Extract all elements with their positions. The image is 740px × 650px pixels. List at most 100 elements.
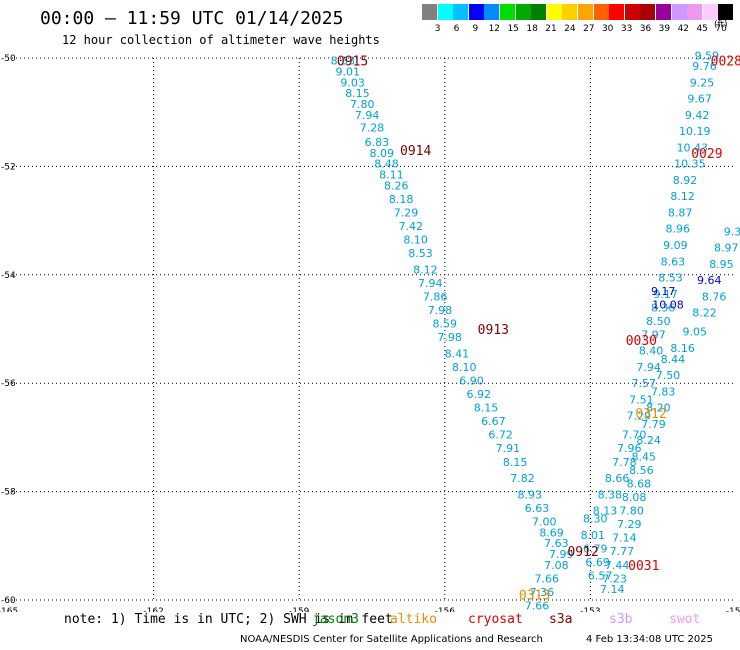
legend-tick-label: 6 [453, 24, 460, 34]
wave-height-plot: -165 -162 -159 -156 -153 -150 -50 -52 -54 -56 -58 -… [0, 49, 740, 612]
legend-swatch [578, 4, 593, 20]
legend-tick-label: 45 [696, 24, 708, 34]
wave-height-value: 7.78 [612, 456, 637, 469]
legend-tick-label: 12 [488, 24, 501, 34]
wave-height-value: 7.94 [636, 361, 661, 374]
credit-line: NOAA/NESDIS Center for Satellite Applica… [240, 634, 543, 645]
wave-height-value: 8.15 [474, 402, 499, 415]
pass-labels: 0915 0914 0913 0912 0028 0029 0030 0031 0312 0313 [337, 55, 740, 604]
legend-swatch [609, 4, 625, 20]
wave-height-value: 6.79 [583, 543, 608, 556]
wave-height-value: 6.69 [585, 556, 610, 569]
legend-tick-label: 15 [507, 24, 519, 34]
wave-height-value: 7.50 [656, 369, 681, 382]
x-tick-label: -153 [580, 607, 600, 612]
wave-height-value: 6.83 [365, 136, 390, 149]
wave-height-value: 7.70 [622, 429, 647, 442]
legend-swatch [562, 4, 578, 20]
data-points: 8.339.019.038.157.807.947.286.838.098.48… [331, 49, 740, 612]
legend-tick-label: 3 [434, 24, 441, 34]
wave-height-value: 8.66 [605, 472, 630, 485]
wave-height-value: 9.05 [682, 326, 707, 339]
axis-ticks: -165 -162 -159 -156 -153 -150 -50 -52 -54 -56 -58 -… [0, 54, 740, 612]
legend-tick-label: 33 [620, 24, 633, 34]
wave-height-value: 8.87 [668, 206, 693, 219]
wave-height-value: 8.45 [632, 450, 657, 463]
wave-height-value: 7.23 [602, 572, 627, 585]
wave-height-value: 8.10 [403, 234, 428, 247]
wave-height-value: 8.10 [452, 361, 477, 374]
wave-height-value: 9.59 [695, 49, 720, 62]
wave-height-value: 8.26 [384, 179, 409, 192]
wave-height-value: 8.01 [581, 529, 606, 542]
wave-height-value: 8.40 [639, 345, 664, 358]
wave-height-value: 7.14 [600, 583, 625, 596]
legend-swatch [702, 4, 718, 20]
wave-height-value: 8.36 [651, 301, 676, 314]
wave-height-value: 7.98 [428, 304, 453, 317]
wave-height-value: 8.63 [661, 255, 686, 268]
satellite-label: altiko [390, 612, 437, 627]
wave-height-value: 7.96 [617, 442, 642, 455]
wave-height-value: 8.12 [670, 190, 695, 203]
wave-height-value: 8.20 [646, 402, 671, 415]
wave-height-value: 9.42 [685, 109, 710, 122]
wave-height-value: 8.41 [445, 347, 470, 360]
y-tick-label: -52 [1, 162, 16, 172]
wave-height-value: 9.17 [653, 288, 678, 301]
pass-time-label: 0312 [635, 407, 666, 422]
legend-swatch [593, 4, 609, 20]
legend-tick-label: 24 [564, 24, 576, 34]
pass-time-label: 0030 [626, 334, 657, 349]
legend-swatch [484, 4, 500, 20]
wave-height-value: 8.48 [374, 158, 399, 171]
wave-height-value: 8.24 [636, 434, 661, 447]
legend-swatch [656, 4, 671, 20]
wave-height-value: 7.80 [619, 505, 644, 518]
wave-height-value: 8.38 [598, 488, 623, 501]
legend-swatch [640, 4, 656, 20]
grid-lines [8, 57, 736, 601]
wave-height-value: 8.53 [658, 272, 683, 285]
pass-time-label: 0914 [400, 144, 431, 159]
chart-title: 00:00 — 11:59 UTC 01/14/2025 [40, 8, 344, 29]
wave-height-value: 8.13 [593, 505, 618, 518]
wave-height-value: 7.14 [612, 532, 637, 545]
pass-time-label: 0912 [567, 545, 598, 560]
wave-height-value: 7.08 [544, 559, 569, 572]
wave-height-value: 9.64 [697, 274, 722, 287]
wave-height-value: 7.86 [423, 290, 448, 303]
wave-height-value: 7.44 [605, 559, 630, 572]
wave-height-value: 9.09 [663, 239, 688, 252]
y-tick-label: -56 [1, 379, 16, 389]
wave-height-value: 8.15 [503, 456, 528, 469]
satellite-label: cryosat [468, 612, 523, 627]
legend-unit: (ft) [714, 20, 728, 30]
y-tick-label: -58 [1, 488, 16, 498]
wave-height-value: 7.28 [360, 121, 385, 134]
x-tick-label: -165 [0, 607, 18, 612]
wave-height-value: 8.15 [345, 87, 370, 100]
wave-height-value: 6.92 [467, 388, 492, 401]
wave-height-value: 8.22 [692, 307, 717, 320]
wave-height-value: 7.97 [641, 328, 666, 341]
legend-swatch [546, 4, 562, 20]
wave-height-value: 7.29 [617, 518, 642, 531]
footer-note: note: 1) Time is in UTC; 2) SWH is in fe… [64, 612, 393, 627]
y-tick-label: -50 [1, 54, 16, 64]
pass-time-label: 0028 [711, 55, 740, 70]
wave-height-value: 9.67 [687, 93, 712, 106]
x-tick-label: -150 [726, 607, 740, 612]
satellite-label: s3a [549, 612, 573, 627]
wave-height-value: 7.29 [394, 206, 419, 219]
wave-height-value: 7.82 [510, 472, 535, 485]
wave-height-value: 9.01 [335, 66, 360, 79]
wave-height-value: 8.30 [583, 513, 608, 526]
pass-time-label: 0031 [628, 559, 659, 574]
pass-time-label: 0029 [691, 147, 722, 162]
wave-height-value: 8.50 [646, 315, 671, 328]
wave-height-value: 8.12 [413, 263, 438, 276]
legend-tick-label: 36 [639, 24, 652, 34]
wave-height-value: 7.42 [399, 220, 424, 233]
wave-height-value: 9.30 [724, 225, 740, 238]
